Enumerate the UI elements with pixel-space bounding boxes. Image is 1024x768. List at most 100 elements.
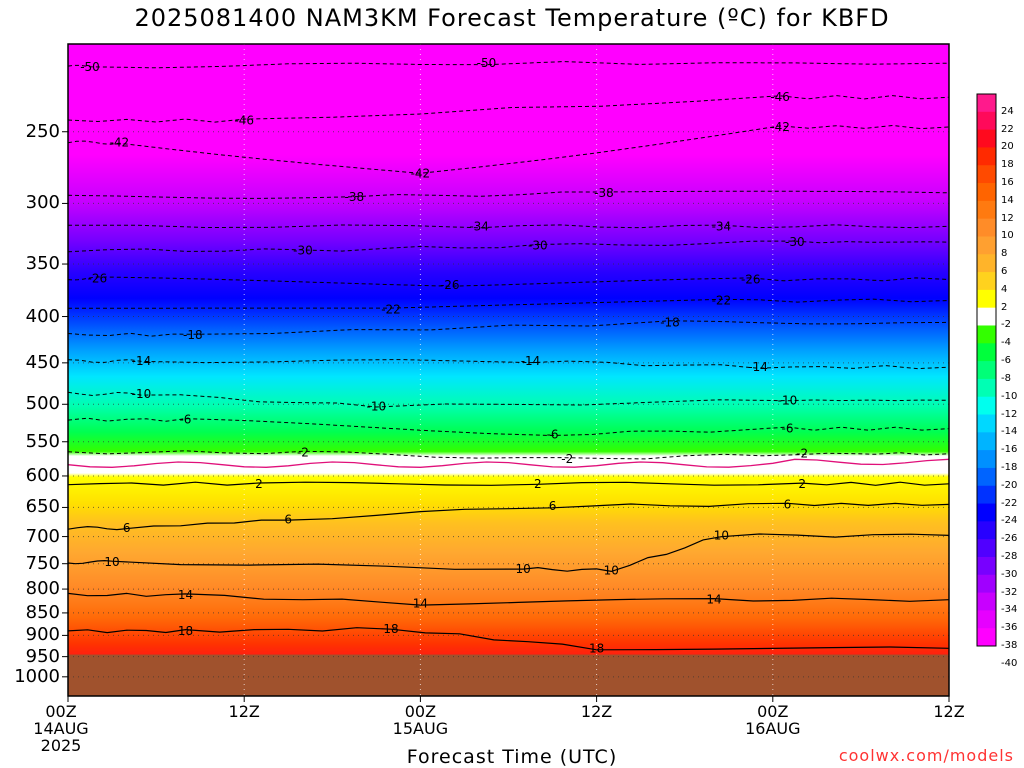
colorbar-swatch — [977, 111, 996, 131]
colorbar-tick-label: 14 — [1001, 194, 1014, 206]
contour-label: 2 — [798, 477, 806, 491]
colorbar-swatch — [977, 610, 996, 629]
contour-label: -46 — [234, 114, 254, 128]
colorbar-swatch — [977, 129, 996, 148]
colorbar-tick-label: -16 — [1001, 444, 1018, 456]
contour-line — [68, 592, 949, 606]
colorbar-frame — [976, 93, 997, 647]
contour-label: -42 — [770, 120, 790, 134]
plot-frame — [67, 43, 950, 697]
y-tick-label: 700 — [25, 525, 60, 547]
chart-title: 2025081400 NAM3KM Forecast Temperature (… — [134, 4, 890, 32]
y-tick-label: 900 — [25, 624, 60, 646]
colorbar-swatch — [977, 94, 996, 113]
contour-label: -22 — [381, 303, 401, 317]
contour-label: -26 — [440, 278, 460, 292]
colorbar-tick-label: -20 — [1001, 479, 1018, 491]
contour-label: -26 — [88, 271, 108, 285]
colorbar-swatch — [977, 628, 996, 647]
contour-label: 10 — [714, 528, 729, 542]
temperature-field — [68, 44, 949, 696]
colorbar-swatch — [977, 485, 996, 505]
contour-line — [68, 450, 949, 460]
contour-line — [68, 298, 949, 309]
contour-label: -10 — [367, 400, 387, 414]
contour-label: -14 — [748, 360, 768, 374]
colorbar-tick-label: -26 — [1001, 533, 1018, 545]
x-tick-label: 00Z 16AUG — [745, 702, 801, 738]
contour-label: 10 — [604, 563, 619, 577]
colorbar-tick-label: -10 — [1001, 390, 1018, 402]
terrain-fill — [68, 654, 949, 696]
contour-label: -2 — [796, 447, 808, 461]
contour-label: -18 — [660, 315, 680, 329]
contour-label: -46 — [770, 90, 790, 104]
colorbar-tick-label: 20 — [1001, 141, 1014, 153]
colorbar-tick-label: -38 — [1001, 640, 1018, 651]
contour-label: -34 — [712, 219, 732, 233]
contour-label: 2 — [255, 477, 263, 491]
y-tick-label: 500 — [25, 393, 60, 415]
y-tick-label: 400 — [25, 305, 60, 327]
colorbar-swatch — [977, 450, 996, 469]
colorbar-swatch — [977, 378, 996, 398]
contour-line — [68, 391, 949, 408]
colorbar-tick-label: -8 — [1001, 372, 1011, 384]
colorbar-tick-label: 8 — [1001, 248, 1008, 260]
contour-label: -6 — [781, 422, 793, 436]
contour-line — [68, 224, 949, 229]
contour-label: 2 — [534, 477, 542, 491]
contour-label: -50 — [477, 56, 497, 70]
colorbar-swatch — [977, 556, 996, 576]
contour-line — [68, 502, 949, 531]
colorbar-swatch — [977, 503, 996, 522]
colorbar-swatch — [977, 592, 996, 611]
contour-label: -26 — [741, 272, 761, 286]
colorbar-swatch — [977, 307, 996, 326]
contour-label: 18 — [178, 624, 193, 638]
freezing-line — [68, 458, 949, 468]
contour-line — [68, 320, 949, 337]
contour-label: 14 — [413, 597, 428, 611]
colorbar-tick-label: 18 — [1001, 159, 1014, 171]
contour-line — [68, 95, 949, 123]
contour-label: 18 — [383, 622, 398, 636]
colorbar-swatch — [977, 218, 996, 237]
colorbar-swatch — [977, 414, 996, 433]
colorbar-tick-label: 22 — [1001, 123, 1014, 135]
colorbar-tick-label: 6 — [1001, 266, 1008, 278]
colorbar-swatch — [977, 147, 996, 166]
y-tick-label: 650 — [25, 496, 60, 518]
contour-line — [68, 276, 949, 287]
contour-label: -14 — [521, 354, 541, 368]
contour-label: -22 — [712, 293, 732, 307]
colorbar-tick-label: -36 — [1001, 622, 1018, 634]
contour-label: 10 — [516, 562, 531, 576]
colorbar-swatch — [977, 432, 996, 451]
colorbar-swatch — [977, 521, 996, 540]
colorbar-tick-label: -4 — [1001, 337, 1011, 349]
contour-label: -18 — [183, 328, 203, 342]
x-tick-label: 00Z 14AUG 2025 — [33, 702, 89, 755]
colorbar-swatch — [977, 343, 996, 362]
contour-label: 14 — [178, 588, 193, 602]
colorbar-tick-label: -14 — [1001, 426, 1018, 438]
contour-label: -30 — [293, 243, 313, 257]
colorbar-swatch — [977, 361, 996, 380]
colorbar-tick-label: -18 — [1001, 461, 1018, 473]
colorbar-swatch — [977, 539, 996, 558]
y-tick-label: 850 — [25, 601, 60, 623]
contour-line — [68, 359, 949, 370]
colorbar-tick-label: 12 — [1001, 212, 1014, 224]
contour-line — [68, 240, 949, 253]
contour-label: 18 — [589, 641, 604, 655]
colorbar-tick-label: -28 — [1001, 550, 1018, 562]
x-tick-label: 12Z — [580, 702, 613, 721]
colorbar-tick-label: -2 — [1001, 319, 1011, 331]
y-tick-label: 750 — [25, 552, 60, 574]
y-tick-label: 300 — [25, 192, 60, 214]
colorbar-swatch — [977, 236, 996, 255]
contour-label: 14 — [706, 593, 721, 607]
colorbar-swatch — [977, 200, 996, 220]
colorbar-tick-label: -24 — [1001, 515, 1018, 527]
